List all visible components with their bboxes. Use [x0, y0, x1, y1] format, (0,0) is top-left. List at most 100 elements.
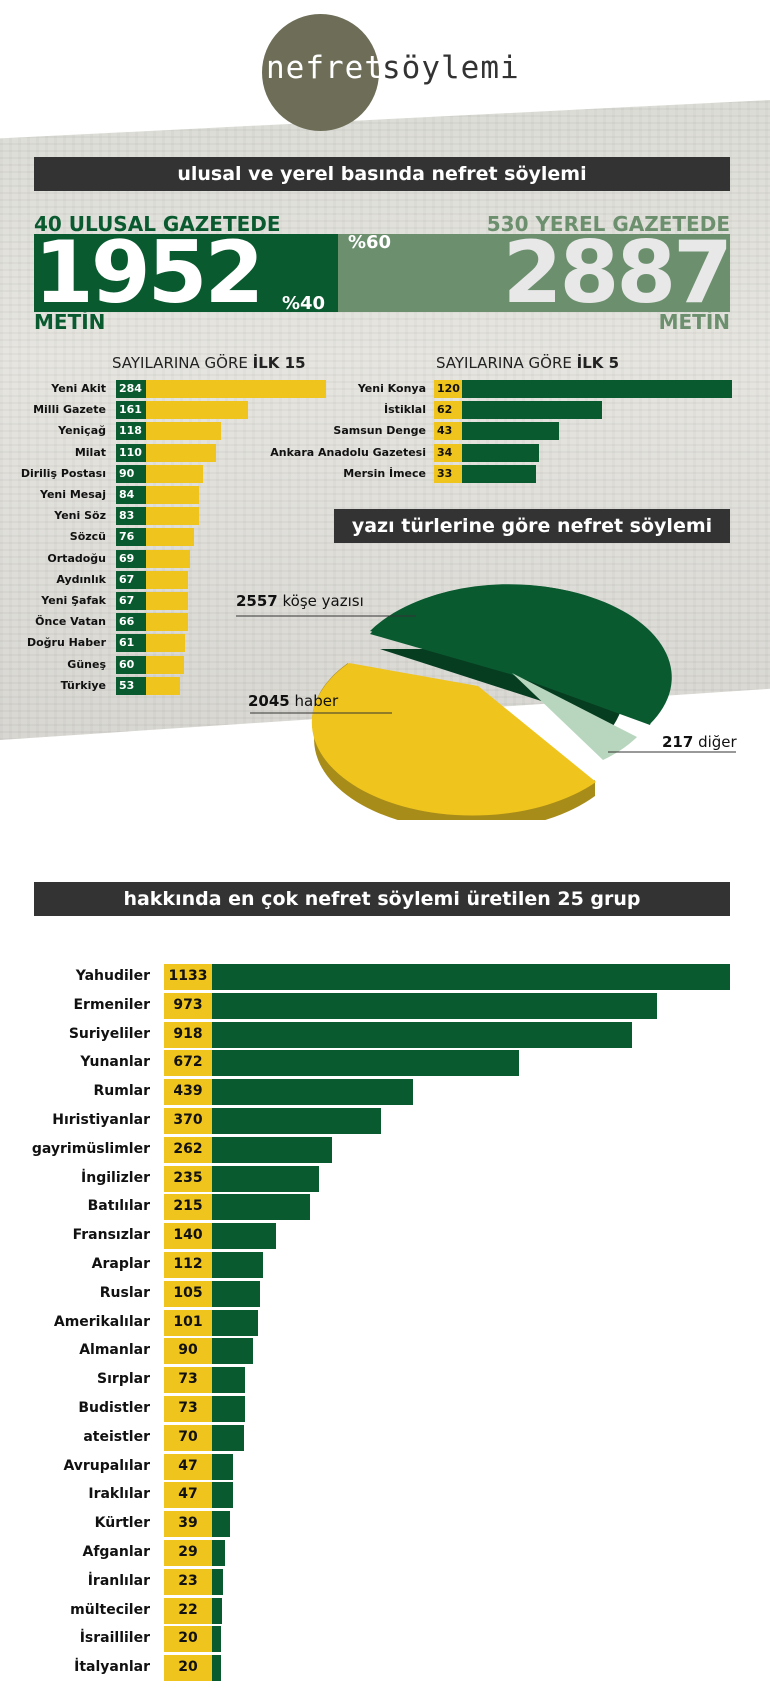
- group-value-box: [164, 1136, 212, 1163]
- group-value-box: [164, 1482, 212, 1509]
- bar: [146, 464, 203, 483]
- bar-value: 66: [119, 615, 135, 629]
- group-label: Kürtler: [94, 1515, 150, 1532]
- bar-value-box: [116, 443, 146, 462]
- group-value-box: [164, 1050, 212, 1077]
- bar-value: 67: [119, 572, 135, 586]
- group-value: 112: [173, 1256, 203, 1272]
- group-bar: [212, 1309, 258, 1336]
- bar-value-box: [434, 464, 462, 483]
- bar-value-box: [434, 380, 462, 398]
- group-value-box: [164, 1540, 212, 1566]
- bar-label: Ortadoğu: [47, 551, 106, 565]
- bar-label: Diriliş Postası: [20, 466, 106, 480]
- bar-value-box: [116, 464, 146, 483]
- group-bar: [212, 1338, 253, 1365]
- group-bar: [212, 1136, 332, 1163]
- group-value: 262: [173, 1140, 203, 1157]
- logo-text-nefret: nefret: [266, 50, 384, 86]
- bar-value: 60: [119, 657, 135, 671]
- group-bar: [212, 1626, 221, 1653]
- section-title-press: ulusal ve yerel basında nefret söylemi: [34, 157, 730, 191]
- bar-label: Samsun Denge: [333, 424, 426, 438]
- group-label: Avrupalılar: [63, 1457, 150, 1474]
- logo-circle: [262, 14, 379, 131]
- bar: [146, 422, 221, 441]
- group-label: Afganlar: [82, 1544, 150, 1560]
- group-value-box: [164, 1280, 212, 1307]
- pie-label-kose: 2557 köşe yazısı: [236, 592, 364, 610]
- group-value-box: [164, 1367, 212, 1394]
- logo-text-soylemi: söylemi: [382, 50, 520, 86]
- bar-value-box: [116, 380, 146, 398]
- bar-label: Yeni Akit: [51, 382, 106, 395]
- bar-value-box: [116, 507, 146, 526]
- national-value: 1952: [34, 223, 264, 323]
- group-value: 20: [178, 1630, 198, 1647]
- bar-value: 120: [437, 382, 460, 395]
- group-bar: [212, 1021, 632, 1048]
- group-value: 101: [173, 1313, 203, 1330]
- bar-value: 61: [119, 636, 135, 650]
- bar-value-box: [434, 443, 462, 462]
- top5-title: SAYILARINA GÖRE İLK 5: [436, 354, 620, 372]
- bar: [146, 634, 185, 653]
- group-bar: [212, 1367, 245, 1394]
- group-value-box: [164, 1626, 212, 1653]
- bar-label: Yeni Mesaj: [40, 488, 106, 501]
- bar-value-box: [116, 592, 146, 610]
- group-bar: [212, 1108, 381, 1134]
- bar-value: 90: [119, 466, 135, 480]
- group-label: Araplar: [91, 1256, 150, 1272]
- group-value: 370: [173, 1112, 203, 1128]
- group-label: İngilizler: [81, 1169, 150, 1186]
- group-bar: [212, 1453, 233, 1480]
- pie-label-diger: 217 diğer: [662, 733, 737, 751]
- group-value: 672: [173, 1054, 203, 1071]
- bar: [146, 486, 199, 504]
- group-value-box: [164, 992, 212, 1019]
- group-bar: [212, 964, 730, 990]
- group-label: Yahudiler: [75, 968, 150, 984]
- group-label: İranlılar: [87, 1572, 150, 1589]
- bar-value: 69: [119, 551, 135, 565]
- bar-value: 62: [437, 403, 453, 417]
- section-title-groups: hakkında en çok nefret söylemi üretilen …: [34, 882, 730, 916]
- bar-value-box: [116, 486, 146, 504]
- group-value: 90: [178, 1342, 198, 1359]
- bar: [146, 443, 216, 462]
- group-bar: [212, 1482, 233, 1509]
- bar-value: 43: [437, 424, 453, 438]
- group-value: 22: [178, 1601, 198, 1618]
- pie-slice-diger: [512, 673, 637, 760]
- group-label: Almanlar: [79, 1342, 150, 1359]
- bar-label: Ankara Anadolu Gazetesi: [270, 445, 426, 459]
- bar: [462, 401, 602, 420]
- group-value-box: [164, 1568, 212, 1595]
- group-value: 73: [178, 1400, 198, 1416]
- national-box: [34, 234, 338, 312]
- group-value: 39: [178, 1515, 198, 1532]
- bar-value-box: [116, 613, 146, 632]
- local-label: 530 YEREL GAZETEDE: [486, 212, 730, 236]
- group-value: 73: [178, 1371, 198, 1388]
- group-label: Fransızlar: [72, 1227, 150, 1244]
- group-label: Ruslar: [99, 1284, 150, 1301]
- group-value: 70: [178, 1428, 198, 1445]
- bar: [146, 592, 188, 610]
- group-label: Rumlar: [93, 1083, 151, 1100]
- bar: [146, 570, 188, 589]
- bar-label: Türkiye: [60, 678, 106, 692]
- bar-label: Önce Vatan: [35, 615, 106, 629]
- bar-value-box: [116, 676, 146, 695]
- national-percent: %40: [282, 293, 326, 314]
- bar-value: 83: [119, 509, 135, 523]
- group-label: Batılılar: [87, 1198, 150, 1215]
- group-label: Iraklılar: [88, 1486, 150, 1503]
- group-value-box: [164, 1223, 212, 1250]
- group-value-box: [164, 1655, 212, 1682]
- group-bar: [212, 1540, 225, 1566]
- group-value-box: [164, 1252, 212, 1278]
- group-bar: [212, 1223, 276, 1250]
- bar-label: Mersin İmece: [343, 466, 426, 480]
